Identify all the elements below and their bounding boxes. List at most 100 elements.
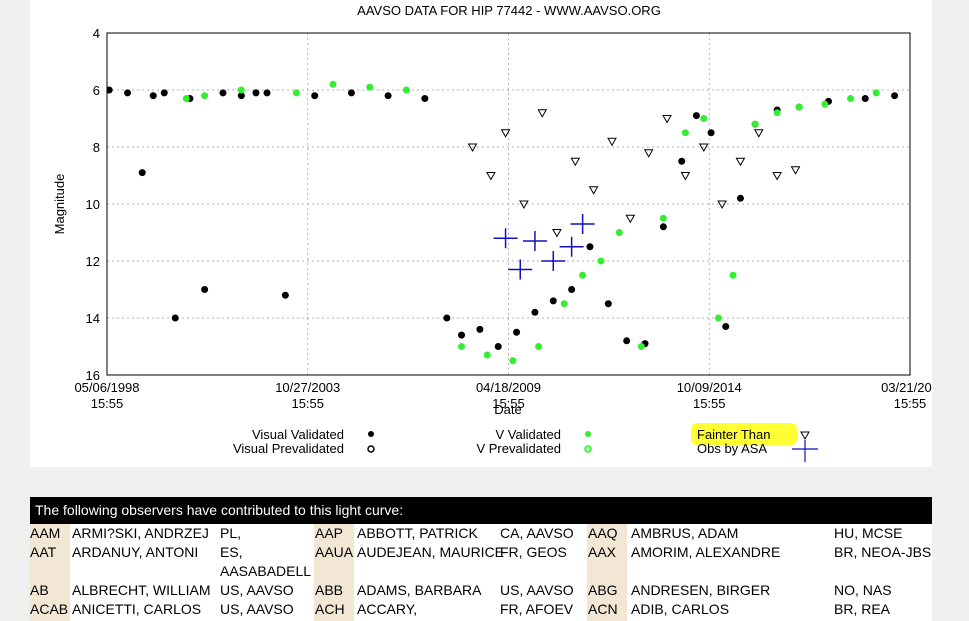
visual-validated-point xyxy=(201,286,209,293)
visual-validated-point xyxy=(604,300,612,308)
x-tick-label: 15:55 xyxy=(492,396,525,411)
visual-validated-point xyxy=(707,129,715,137)
visual-validated-point xyxy=(586,243,594,251)
visual-validated-point xyxy=(861,95,869,103)
visual-validated-point xyxy=(623,337,631,345)
v-validated-point xyxy=(579,271,587,279)
fainter-than-point xyxy=(753,129,764,138)
v-validated-point xyxy=(329,80,337,88)
fainter-than-point xyxy=(519,200,529,210)
visual-validated-point xyxy=(149,92,157,100)
v-validated-point xyxy=(366,83,374,91)
v-validated-point xyxy=(659,214,667,222)
visual-validated-point xyxy=(692,112,700,120)
fainter-than-point xyxy=(552,229,562,238)
fainter-than-point xyxy=(772,172,783,181)
observer-affiliation: BR, NEOA-JBS xyxy=(834,544,932,560)
asa-point xyxy=(508,259,533,280)
v-validated-point xyxy=(597,257,605,265)
x-tick-label: 10/27/2003 xyxy=(275,380,340,395)
fainter-than-point xyxy=(662,115,672,124)
visual-validated-point xyxy=(160,89,168,97)
legend-label-v-validated: V Validated xyxy=(495,427,561,442)
observer-code: AAT xyxy=(30,544,57,560)
x-tick-label: 04/18/2009 xyxy=(476,380,541,395)
fainter-than-point xyxy=(467,143,478,153)
observer-name: ADIB, CARLOS xyxy=(631,601,730,617)
visual-validated-point xyxy=(311,92,319,100)
observer-affiliation: FR, AFOEV xyxy=(500,601,574,617)
visual-validated-point xyxy=(531,308,539,316)
v-validated-point xyxy=(773,109,781,117)
legend-label-visual-validated: Visual Validated xyxy=(252,427,344,442)
observer-affiliation: CA, AAVSO xyxy=(500,525,574,541)
v-validated-point xyxy=(821,100,829,108)
x-tick-label: 15:55 xyxy=(91,396,124,411)
legend-label-v-prevalidated: V Prevalidated xyxy=(476,441,561,456)
x-tick-label: 05/06/1998 xyxy=(74,380,139,395)
visual-validated-point xyxy=(513,328,521,336)
fainter-than-point xyxy=(680,172,691,181)
visual-validated-point xyxy=(252,89,260,97)
v-validated-point xyxy=(402,86,410,94)
legend-label-obs-by-asa: Obs by ASA xyxy=(697,441,767,456)
observer-affiliation: US, AAVSO xyxy=(220,601,294,617)
visual-validated-point xyxy=(494,343,502,350)
asa-point xyxy=(541,251,566,271)
observer-name: ANDRESEN, BIRGER xyxy=(631,582,771,598)
x-tick-label: 15:55 xyxy=(693,396,726,411)
v-validated-point xyxy=(637,343,645,350)
observer-affiliation: HU, MCSE xyxy=(834,525,903,541)
visual-validated-point xyxy=(458,331,466,339)
fainter-than-point xyxy=(588,186,599,195)
axis-ticks: 4681012141605/06/199815:5510/27/200315:5… xyxy=(74,26,932,411)
v-validated-point xyxy=(292,89,300,97)
visual-validated-point xyxy=(659,223,667,231)
observer-code: AB xyxy=(30,582,49,598)
observer-name: ACCARY, xyxy=(357,601,418,617)
y-tick-label: 10 xyxy=(86,197,100,212)
observer-name: ABBOTT, PATRICK xyxy=(357,525,478,541)
legend-label-fainter-than: Fainter Than xyxy=(697,427,770,442)
visual-validated-point xyxy=(124,89,132,97)
observer-code: AAUA xyxy=(315,544,354,560)
visual-validated-point xyxy=(384,92,392,100)
light-curve-chart: AAVSO DATA FOR HIP 77442 - WWW.AAVSO.ORG… xyxy=(52,3,932,462)
legend: Visual Validated Visual Prevalidated V V… xyxy=(233,423,818,462)
asa-point xyxy=(570,213,595,234)
asa-point xyxy=(493,228,518,249)
fainter-than-point xyxy=(607,137,617,147)
code-column-stripe xyxy=(587,524,627,621)
observer-code: AAM xyxy=(30,525,61,541)
observers-header: The following observers have contributed… xyxy=(30,497,932,524)
fainter-than-point xyxy=(735,157,746,167)
observer-name: AMORIM, ALEXANDRE xyxy=(631,544,781,560)
observer-code: ACN xyxy=(588,601,618,617)
observer-affiliation: AASABADELL xyxy=(220,563,312,579)
v-validated-point xyxy=(751,120,759,128)
legend-marker-visual-validated xyxy=(368,431,374,437)
v-validated-point xyxy=(483,351,491,359)
observers-table: AAM ARMI?SKI, ANDRZEJ PL, AAP ABBOTT, PATRIC… xyxy=(30,524,932,621)
observer-code: ACH xyxy=(315,601,345,617)
asa-point xyxy=(522,231,547,252)
v-validated-point xyxy=(237,86,245,94)
observer-name: ARMI?SKI, ANDRZEJ xyxy=(72,525,209,541)
v-validated-point xyxy=(458,343,466,350)
v-validated-point xyxy=(535,343,543,350)
observer-name: AUDEJEAN, MAURICE xyxy=(357,544,505,560)
fainter-than-point xyxy=(643,149,654,158)
fainter-than-point xyxy=(486,172,496,181)
fainter-than-point xyxy=(537,109,548,118)
visual-validated-point xyxy=(736,194,744,202)
chart-title: AAVSO DATA FOR HIP 77442 - WWW.AAVSO.ORG xyxy=(357,3,661,18)
observer-name: AMBRUS, ADAM xyxy=(631,525,739,541)
legend-marker-obs-by-asa xyxy=(792,440,818,462)
y-tick-label: 16 xyxy=(86,368,100,383)
v-validated-point xyxy=(872,89,880,97)
y-tick-label: 8 xyxy=(93,140,100,155)
x-tick-label: 15:55 xyxy=(894,396,927,411)
legend-marker-v-prevalidated xyxy=(584,445,592,453)
observer-code: AAQ xyxy=(588,525,618,541)
visual-validated-point xyxy=(347,89,355,97)
